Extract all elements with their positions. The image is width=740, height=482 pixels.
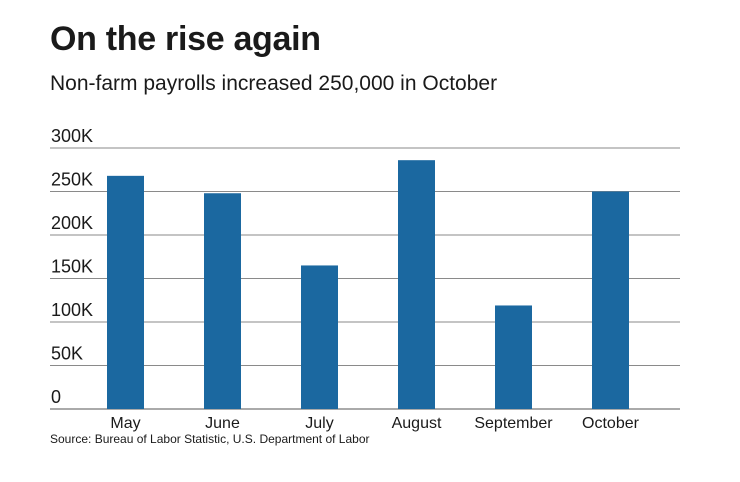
x-tick-label: June (205, 415, 240, 432)
x-tick-label: August (392, 415, 442, 432)
bar-october (592, 191, 629, 409)
y-tick-label: 50K (51, 344, 83, 364)
chart-title: On the rise again (50, 20, 321, 58)
bar-september (495, 305, 532, 409)
x-tick-label: September (474, 415, 553, 432)
gridlines (50, 147, 680, 410)
bar-july (301, 265, 338, 409)
y-tick-label: 250K (51, 170, 93, 190)
y-tick-label: 100K (51, 300, 93, 320)
y-tick-label: 0 (51, 387, 61, 407)
x-tick-label: October (582, 415, 640, 432)
bar-june (204, 193, 241, 409)
x-tick-label: May (110, 415, 140, 432)
chart-subtitle: Non-farm payrolls increased 250,000 in O… (50, 72, 498, 95)
axis-labels: 0 50K 100K 150K 200K 250K 300K May June July Augus… (51, 126, 640, 432)
y-tick-label: 150K (51, 257, 93, 277)
bar-august (398, 160, 435, 409)
x-tick-label: July (305, 415, 333, 432)
y-tick-label: 300K (51, 126, 93, 146)
source-note: Source: Bureau of Labor Statistic, U.S. … (50, 432, 370, 446)
bar-may (107, 175, 144, 409)
bars (107, 160, 629, 409)
y-tick-label: 200K (51, 213, 93, 233)
